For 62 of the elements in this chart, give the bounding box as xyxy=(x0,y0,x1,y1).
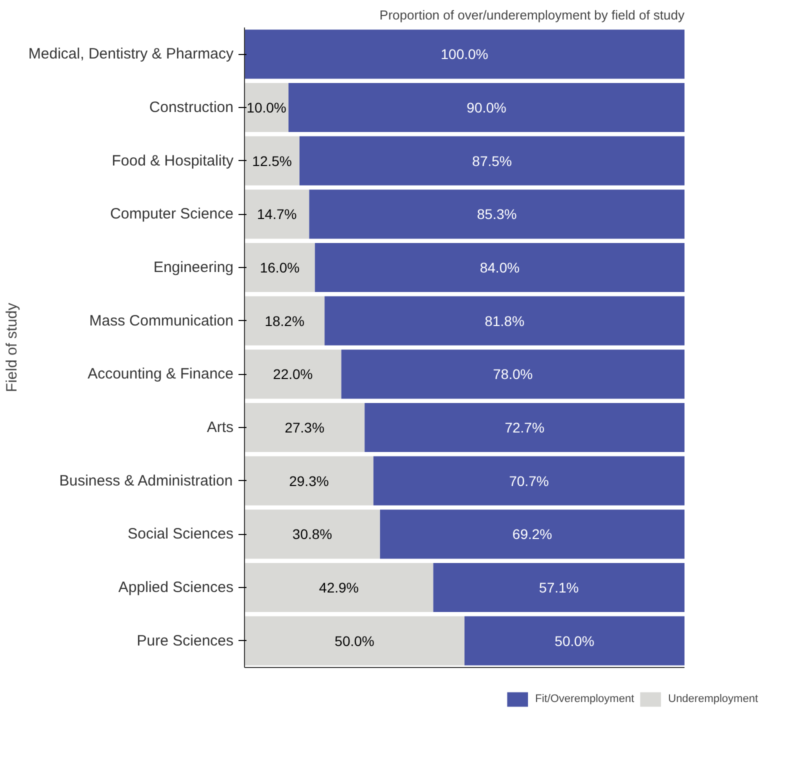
data-label: 87.5% xyxy=(472,152,512,169)
bar xyxy=(364,402,684,452)
bar xyxy=(380,510,684,559)
bar xyxy=(341,350,684,399)
data-label: 81.8% xyxy=(484,312,524,329)
y-tick-label: Social Sciences xyxy=(128,526,234,543)
bar xyxy=(244,510,380,559)
data-label: 100.0% xyxy=(440,46,488,62)
data-label: 70.7% xyxy=(509,472,549,489)
bar xyxy=(244,350,342,399)
y-tick-label: Medical, Dentistry & Pharmacy xyxy=(28,46,234,63)
bar xyxy=(314,242,684,292)
legend-label: Fit/Overemployment xyxy=(535,693,634,705)
data-label: 30.8% xyxy=(292,526,332,542)
bar xyxy=(244,562,434,612)
bar xyxy=(244,82,288,132)
bar xyxy=(288,82,684,132)
y-axis-title: Field of study xyxy=(3,302,20,392)
y-tick-label: Construction xyxy=(149,99,234,116)
data-label: 22.0% xyxy=(273,366,313,382)
bar xyxy=(244,242,315,292)
bar xyxy=(373,456,684,506)
data-label: 57.1% xyxy=(539,580,579,596)
bar xyxy=(244,190,310,239)
bar xyxy=(300,136,684,186)
bar xyxy=(324,296,684,346)
data-label: 18.2% xyxy=(264,312,304,329)
data-label: 84.0% xyxy=(480,260,520,276)
chart-title: Proportion of over/underemployment by field of study xyxy=(380,8,685,22)
data-label: 50.0% xyxy=(334,632,374,649)
bar xyxy=(464,616,684,666)
y-tick-label: Engineering xyxy=(153,259,234,276)
data-label: 78.0% xyxy=(493,366,533,382)
legend-label: Underemployment xyxy=(668,693,758,705)
data-label: 42.9% xyxy=(319,580,359,596)
bar xyxy=(309,190,684,239)
bar xyxy=(244,136,300,186)
data-label: 29.3% xyxy=(289,472,329,489)
y-tick-label: Computer Science xyxy=(110,206,234,223)
y-tick-label: Applied Sciences xyxy=(118,579,234,596)
y-tick-label: Pure Sciences xyxy=(136,632,234,650)
data-label: 16.0% xyxy=(260,260,300,276)
bar xyxy=(244,456,374,506)
data-label: 69.2% xyxy=(512,526,552,542)
y-tick-label: Business & Administration xyxy=(59,472,233,490)
data-label: 14.7% xyxy=(256,206,297,222)
data-label: 72.7% xyxy=(504,420,544,436)
y-tick-label: Mass Communication xyxy=(89,312,234,330)
data-label: 10.0% xyxy=(246,100,286,116)
data-label: 12.5% xyxy=(252,152,292,169)
y-tick-label: Accounting & Finance xyxy=(88,366,234,383)
y-tick-label: Arts xyxy=(206,419,234,436)
y-tick-label: Food & Hospitality xyxy=(112,152,234,170)
data-label: 90.0% xyxy=(466,100,506,116)
data-label: 50.0% xyxy=(554,632,594,649)
bar xyxy=(244,30,684,79)
data-label: 27.3% xyxy=(284,420,324,436)
bar xyxy=(244,296,325,346)
bar xyxy=(244,616,464,666)
bar xyxy=(433,562,684,612)
data-label: 85.3% xyxy=(476,206,517,222)
bar xyxy=(244,402,365,452)
